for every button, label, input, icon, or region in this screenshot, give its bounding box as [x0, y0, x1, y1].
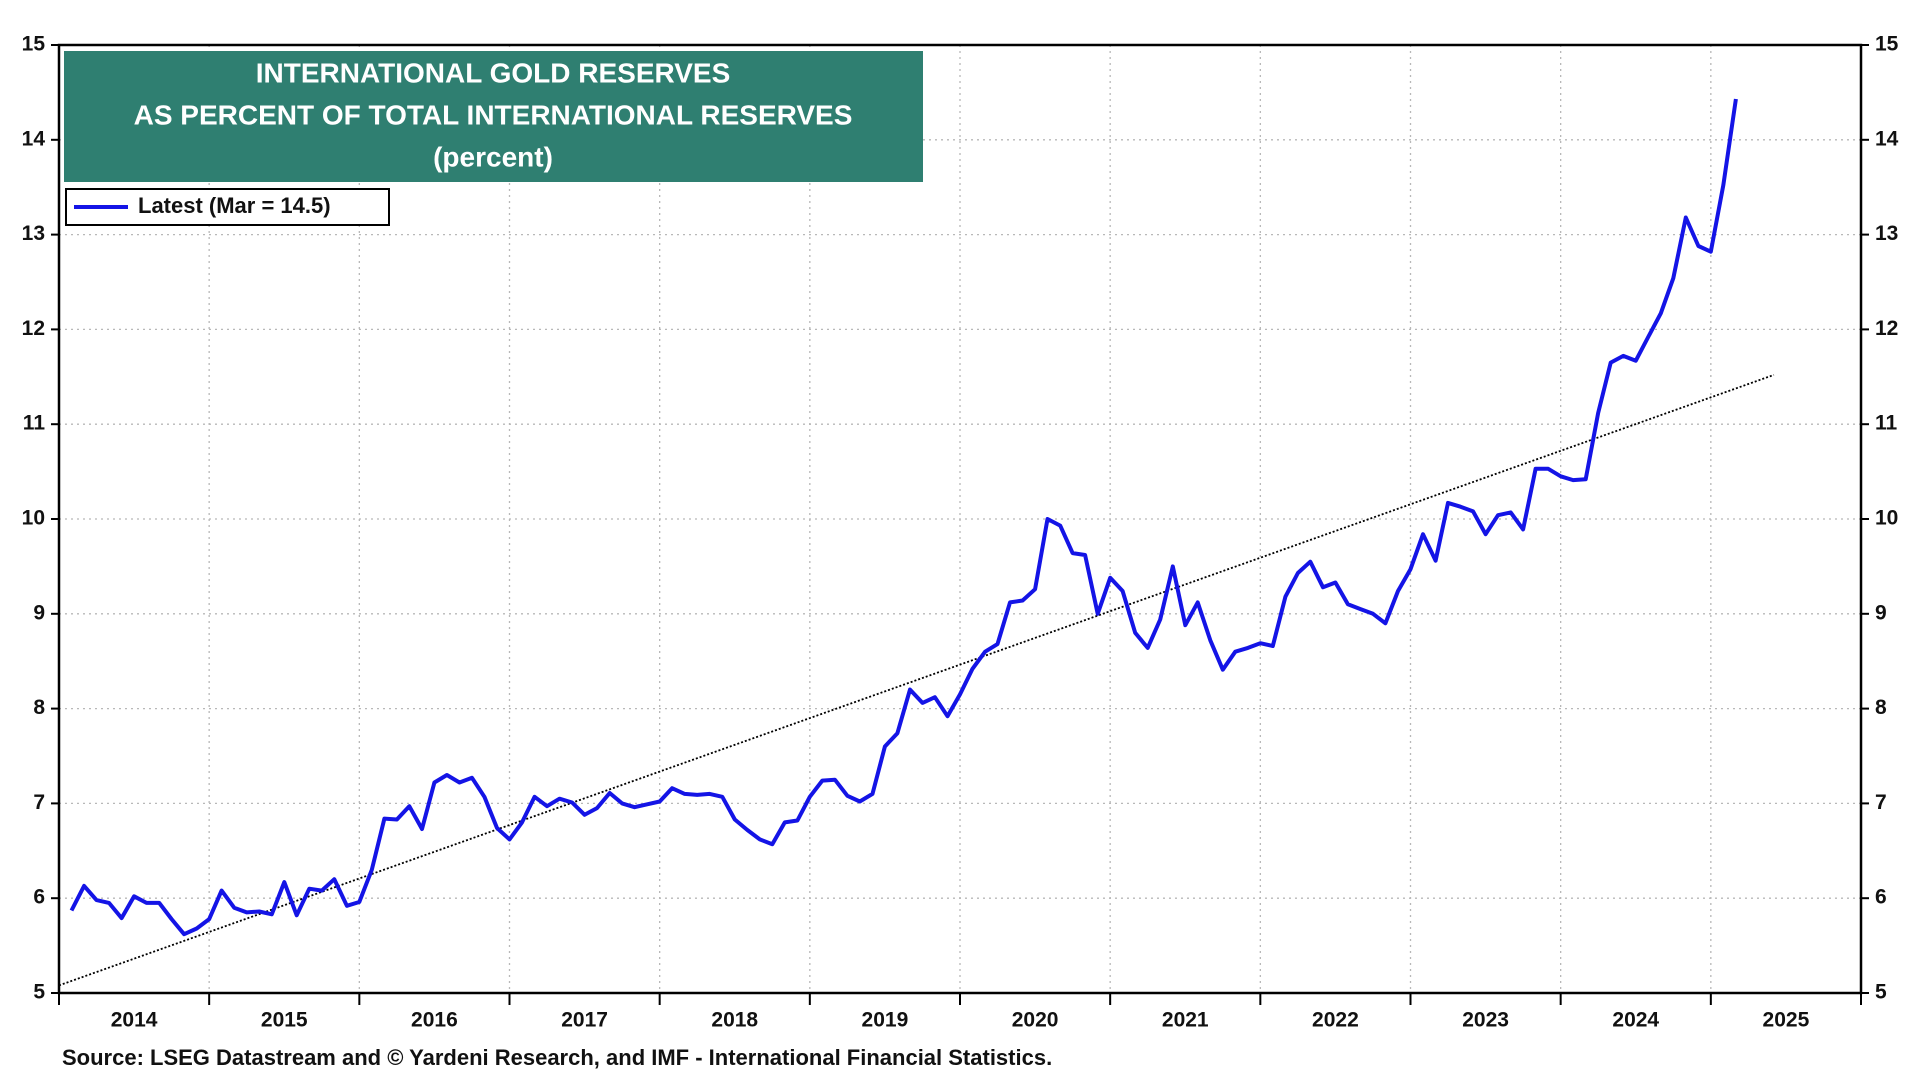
data-line — [69, 98, 1738, 937]
chart-title: AS PERCENT OF TOTAL INTERNATIONAL RESERV… — [134, 99, 853, 130]
y2-tick-label: 8 — [1875, 696, 1887, 719]
x-tick-label: 2020 — [1012, 1009, 1059, 1032]
y-tick-label: 6 — [33, 886, 45, 909]
y-tick-label: 12 — [22, 317, 45, 340]
x-tick-label: 2022 — [1312, 1009, 1359, 1032]
y2-tick-label: 7 — [1875, 791, 1887, 814]
legend-label: Latest (Mar = 14.5) — [138, 193, 331, 218]
source-note: Source: LSEG Datastream and © Yardeni Re… — [62, 1045, 1052, 1070]
y-tick-label: 13 — [22, 222, 45, 245]
y-tick-label: 5 — [33, 981, 45, 1004]
x-tick-label: 2016 — [411, 1009, 458, 1032]
x-tick-label: 2023 — [1462, 1009, 1509, 1032]
y-tick-label: 7 — [33, 791, 45, 814]
y2-tick-label: 12 — [1875, 317, 1898, 340]
y2-tick-label: 13 — [1875, 222, 1898, 245]
x-tick-label: 2021 — [1162, 1009, 1209, 1032]
x-tick-label: 2015 — [261, 1009, 308, 1032]
y-tick-label: 11 — [23, 412, 46, 435]
y-tick-label: 8 — [33, 696, 45, 719]
x-tick-label: 2024 — [1612, 1009, 1659, 1032]
y-tick-label: 14 — [22, 127, 46, 150]
x-tick-label: 2019 — [862, 1009, 909, 1032]
y-tick-label: 15 — [22, 33, 46, 56]
x-tick-label: 2018 — [711, 1009, 758, 1032]
y-tick-label: 10 — [22, 507, 45, 530]
x-tick-label: 2014 — [111, 1009, 158, 1032]
chart-subtitle: (percent) — [433, 141, 553, 172]
x-tick-label: 2017 — [561, 1009, 608, 1032]
y2-tick-label: 11 — [1875, 412, 1898, 435]
y2-tick-label: 10 — [1875, 507, 1898, 530]
y2-tick-label: 5 — [1875, 981, 1887, 1004]
y2-tick-label: 9 — [1875, 601, 1887, 624]
y2-tick-label: 6 — [1875, 886, 1887, 909]
y2-tick-label: 15 — [1875, 33, 1899, 56]
title-box — [64, 51, 923, 182]
chart-title: INTERNATIONAL GOLD RESERVES — [256, 57, 731, 88]
y2-tick-label: 14 — [1875, 127, 1899, 150]
y-tick-label: 9 — [33, 601, 45, 624]
trend-line — [58, 374, 1775, 987]
x-tick-label: 2025 — [1763, 1009, 1810, 1032]
plot-frame — [57, 43, 1863, 995]
